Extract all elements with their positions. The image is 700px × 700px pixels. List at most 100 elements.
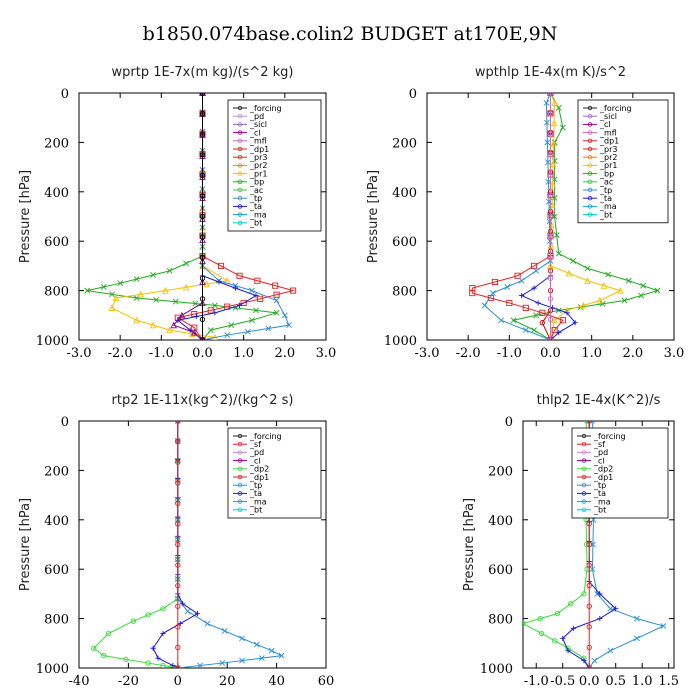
series-marker-pr3 [559, 317, 566, 324]
x-tick-label: 20 [219, 674, 236, 689]
series-marker-bp [605, 271, 612, 278]
series-marker-pr3 [522, 304, 529, 311]
legend-marker [237, 179, 243, 184]
plot-frame [522, 420, 675, 669]
series-marker-bp [531, 327, 537, 334]
legend-entry: _pr2 [599, 153, 617, 162]
series-marker-forcing [199, 255, 206, 261]
y-tick-label: 400 [392, 186, 417, 201]
y-tick-label: 400 [488, 514, 513, 529]
series-marker-pr1 [149, 321, 157, 329]
x-tick-label: -2.0 [456, 346, 481, 361]
series-marker-pr1 [549, 180, 556, 188]
series-marker-pr3 [539, 309, 546, 316]
x-tick-label: 1.5 [658, 674, 679, 689]
series-marker-pr1 [108, 304, 116, 311]
x-tick-label: -1.0 [497, 346, 522, 361]
series-marker-forcing [199, 152, 206, 158]
series-marker-ta [193, 313, 199, 320]
series-marker-dp1 [581, 591, 587, 597]
series-marker-ta [216, 279, 222, 285]
series-marker-pr3 [254, 277, 261, 284]
legend-marker [237, 187, 243, 193]
y-tick-label: 600 [488, 563, 513, 578]
series-marker-ta [565, 648, 571, 654]
series-marker-mfl [547, 193, 554, 199]
series-marker-dp1 [145, 660, 151, 666]
legend-marker [237, 154, 243, 160]
series-marker-forcing [175, 665, 181, 668]
series-marker-mfl [547, 337, 554, 340]
legend-entry: _bt [599, 210, 612, 219]
series-marker-dp1 [160, 662, 166, 668]
series-marker-bp [599, 300, 606, 307]
legend-entry: _pr3 [599, 145, 617, 154]
series-marker-pr3 [506, 299, 513, 307]
legend-marker [237, 146, 243, 152]
series-marker-bp [150, 272, 157, 278]
series-marker-dp1 [101, 653, 107, 659]
series-marker-ac [522, 327, 529, 334]
legend-entry: _sicl [599, 112, 617, 121]
series-marker-dp1 [552, 638, 558, 644]
legend-entry: _bt [593, 506, 606, 515]
legend-entry: _tp [593, 481, 606, 490]
legend-marker [587, 130, 593, 135]
series-marker-forcing [175, 603, 181, 609]
series-marker-cl [170, 321, 178, 329]
series-marker-cl [190, 328, 198, 336]
y-tick-label: 1000 [480, 662, 513, 677]
series-marker-bp [248, 317, 255, 324]
legend-entry: _pd [593, 448, 608, 457]
legend-entry: _ta [599, 194, 612, 203]
legend-entry: _dp1 [249, 145, 269, 154]
series-marker-dp1 [105, 630, 112, 637]
series-marker-ta [232, 285, 239, 291]
series-marker-ta [180, 601, 186, 607]
y-tick-label: 1000 [36, 334, 69, 349]
legend-marker [587, 212, 593, 217]
series-marker-tp [204, 620, 211, 627]
series-marker-tp [278, 652, 285, 659]
legend-marker [581, 433, 587, 439]
legend-entry: _pd [249, 448, 264, 457]
y-tick-label: 200 [44, 464, 69, 479]
series-marker-ta [581, 657, 587, 664]
series-marker-ac [489, 290, 496, 296]
series-marker-forcing [199, 316, 206, 323]
legend-entry: _ma [249, 497, 267, 506]
legend-marker [237, 122, 243, 127]
series-marker-ta [613, 606, 619, 612]
series-marker-pr1 [550, 140, 557, 147]
series-marker-tp [607, 647, 614, 654]
series-marker-dp1 [583, 421, 590, 424]
series-marker-pr1 [162, 286, 169, 294]
legend-marker [237, 442, 243, 447]
series-marker-ta [160, 630, 166, 637]
series-marker-mfl [547, 296, 554, 302]
legend-entry: _sf [249, 440, 261, 449]
series-marker-ta [170, 662, 176, 668]
series-group [84, 93, 297, 340]
legend-entry: _sicl [249, 120, 267, 129]
legend-marker [581, 450, 587, 455]
series-line-pr1 [549, 93, 622, 340]
series-marker-bp [153, 296, 160, 303]
y-tick-label: 400 [44, 186, 69, 201]
legend-marker [237, 138, 243, 143]
series-marker-ta [597, 591, 603, 597]
x-tick-label: -20 [118, 674, 139, 689]
series-marker-pr1 [551, 316, 558, 324]
legend-entry: _bt [249, 219, 262, 228]
series-marker-forcing [586, 521, 592, 527]
series-marker-dp1 [523, 620, 526, 627]
series-marker-pr1 [580, 301, 587, 309]
legend-marker [237, 474, 243, 480]
series-marker-dp1 [537, 615, 543, 622]
series-marker-pr1 [133, 316, 140, 324]
series-marker-forcing [199, 337, 206, 340]
legend-entry: _forcing [249, 432, 282, 441]
series-marker-tp [258, 655, 265, 662]
series-marker-bp [640, 282, 647, 289]
series-marker-ta [150, 645, 156, 651]
